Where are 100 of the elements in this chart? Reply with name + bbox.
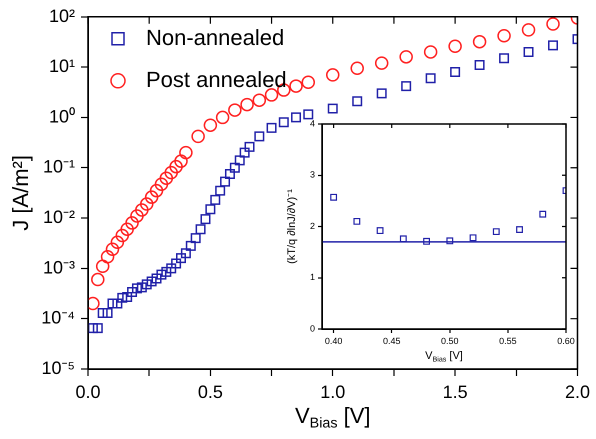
x-tick-label: 0.45 [382,336,400,346]
point [401,81,412,92]
point [472,34,486,48]
point [546,17,560,31]
y-tick-label: 1 [310,272,315,282]
point [450,67,460,77]
point [399,50,413,64]
x-tick-label: 2.0 [564,382,590,402]
point [190,233,201,244]
point [374,56,388,70]
point [215,186,226,196]
y-tick-label: 2 [310,220,315,231]
point [110,236,124,250]
point [179,146,193,160]
point [497,29,511,43]
point [210,194,220,205]
point [174,154,188,168]
y-tick-label: 10⁻⁴ [41,308,75,328]
point [117,292,128,303]
point [91,272,105,286]
point [326,68,340,82]
point [154,177,168,191]
point [474,60,485,70]
point [130,209,144,223]
point [142,279,152,290]
point [230,162,240,173]
point [92,323,103,334]
point [166,263,176,274]
y-tick-label: 10⁰ [48,106,75,126]
point [539,210,546,218]
point [88,323,98,334]
point [376,88,387,98]
point [400,235,407,242]
point [171,258,182,268]
point [499,53,510,64]
point [252,93,266,107]
point [448,39,462,53]
point [176,253,186,264]
x-tick-label: 1.5 [442,382,468,402]
point [107,298,118,309]
point [160,171,174,185]
legend-label: Post annealed [146,66,287,92]
point [196,224,206,234]
point [303,109,314,120]
point [120,222,134,236]
point [216,110,230,124]
point [470,234,476,242]
point [352,96,362,106]
point [191,130,205,144]
x-tick-label: 0.0 [75,382,101,402]
point [353,218,360,225]
point [112,298,122,309]
x-tick-label: 0.5 [198,382,223,402]
x-tick-label: 1.0 [320,382,346,402]
point [376,227,384,234]
y-tick-label: 10⁻³ [42,257,76,278]
y-tick-label: 10¹ [48,56,76,76]
point [424,45,438,59]
point [146,276,157,286]
point [548,40,558,50]
y-tick-label: 10² [48,6,76,26]
point [144,190,158,204]
point [169,160,183,174]
point [446,237,454,244]
point [254,131,264,142]
point [127,286,138,297]
point [135,203,149,217]
point [205,204,216,214]
point [522,23,536,37]
point [186,240,196,251]
point [240,148,250,158]
point [180,248,191,258]
x-tick-label: 0.55 [499,336,517,346]
point [96,260,110,274]
point [234,155,245,166]
legend-label: Non-annealed [146,24,284,50]
point [516,226,523,234]
y-tick-label: 3 [310,170,315,180]
point [291,112,302,122]
y-tick-label: 10⁻⁵ [42,358,75,378]
x-tick-label: 0.50 [441,336,459,346]
point [350,61,364,75]
point [164,166,178,180]
point [220,176,230,187]
y-axis-title: (kT/q ∂lnJ/∂V)⁻¹ [286,188,298,264]
point [289,79,303,93]
point [278,117,289,128]
point [102,308,113,318]
point [200,214,210,224]
point [156,270,166,280]
point [152,273,162,284]
point [132,283,142,294]
point [140,197,154,211]
point [524,46,534,57]
point [106,242,120,256]
point [330,194,338,201]
point [240,98,254,112]
point [136,282,147,292]
x-tick-label: 0.60 [557,336,575,346]
point [224,169,235,180]
